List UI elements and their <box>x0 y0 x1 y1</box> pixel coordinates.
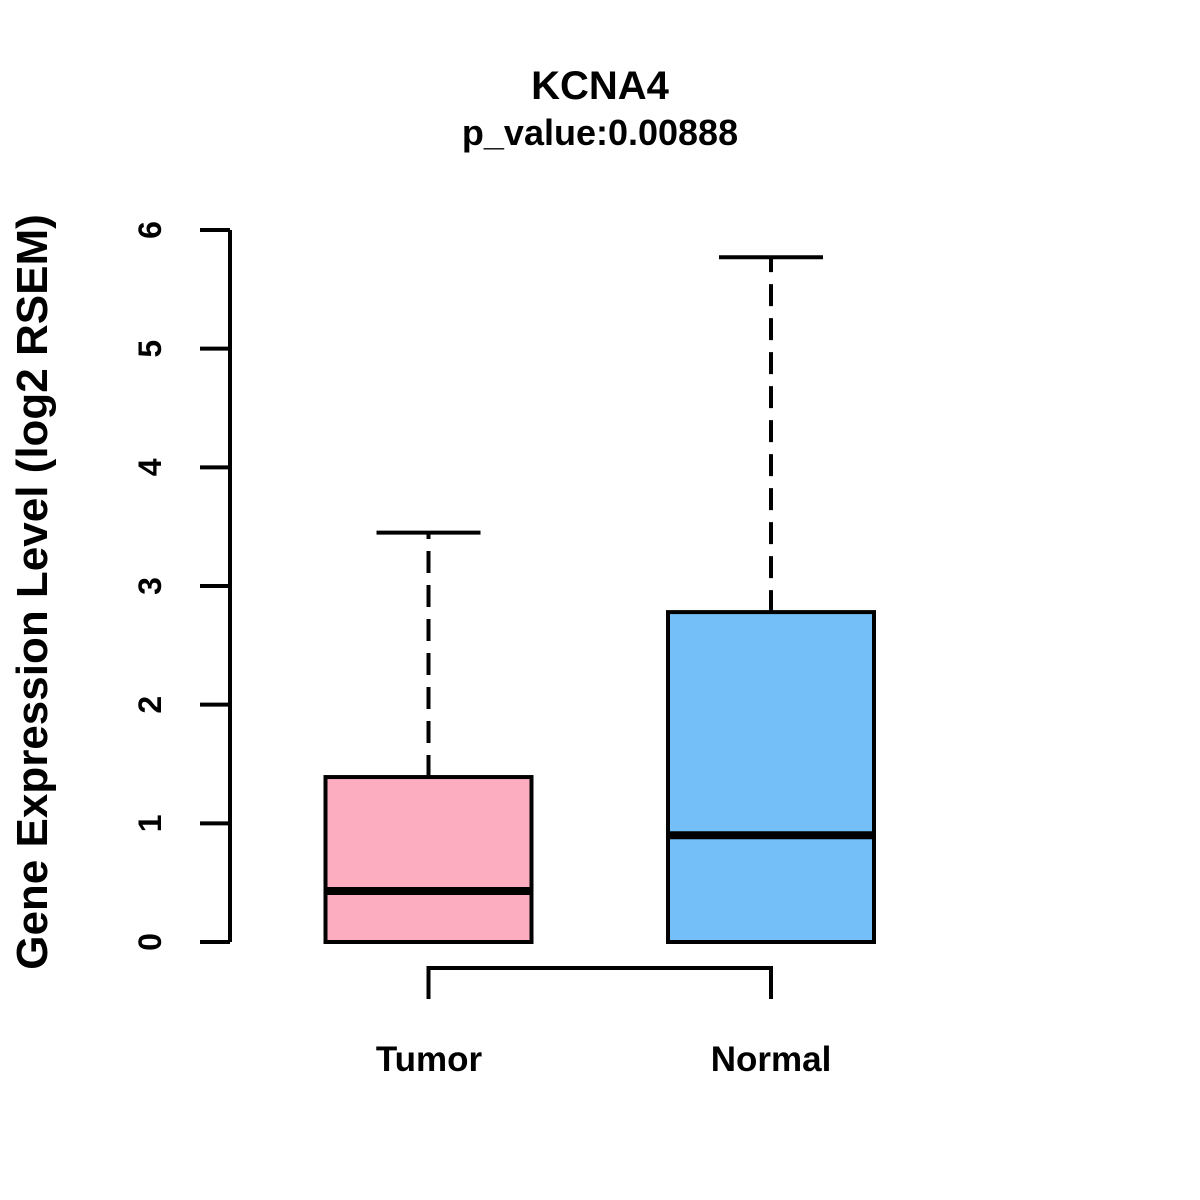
y-tick-label: 4 <box>132 458 168 476</box>
y-tick-label: 0 <box>132 933 168 951</box>
box-tumor <box>323 775 534 945</box>
x-axis-bracket <box>426 966 773 999</box>
y-tick-label: 6 <box>132 221 168 239</box>
x-tick-label-tumor: Tumor <box>375 1040 483 1079</box>
box-normal <box>666 610 876 945</box>
y-tick-label: 3 <box>132 577 168 595</box>
y-tick-label: 2 <box>132 696 168 714</box>
y-tick-label: 1 <box>132 814 168 832</box>
y-tick-label: 5 <box>132 340 168 358</box>
chart-title: KCNA4 <box>531 64 669 108</box>
x-tick-label-normal: Normal <box>710 1040 832 1079</box>
chart-pvalue-subtitle: p_value:0.00888 <box>461 112 739 153</box>
